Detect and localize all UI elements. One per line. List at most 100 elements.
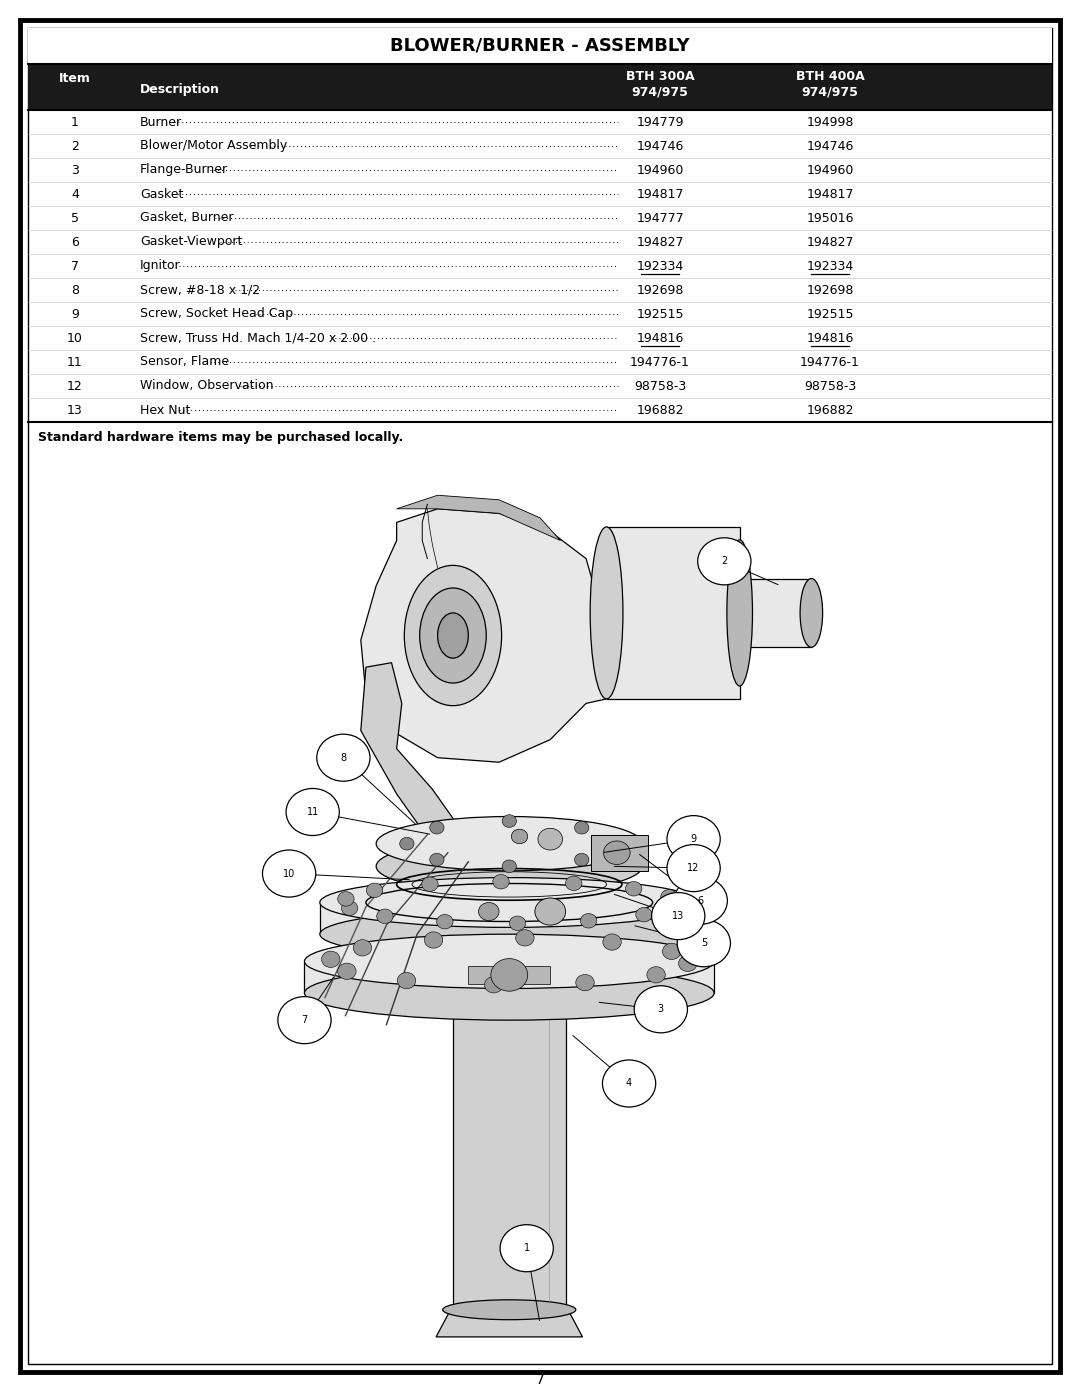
Text: 194817: 194817 [807,187,854,201]
Text: Gasket: Gasket [140,187,184,201]
Text: 6: 6 [698,895,704,905]
Circle shape [661,890,677,904]
Text: 192515: 192515 [636,307,684,320]
Circle shape [667,816,720,863]
Ellipse shape [305,965,714,1020]
Text: 5: 5 [71,211,79,225]
Text: 194777: 194777 [636,211,684,225]
Text: Standard hardware items may be purchased locally.: Standard hardware items may be purchased… [38,432,403,444]
Text: 8: 8 [340,753,347,763]
Ellipse shape [800,578,823,647]
Ellipse shape [376,816,643,870]
Text: 194998: 194998 [807,116,853,129]
Circle shape [322,951,340,967]
Ellipse shape [404,566,501,705]
Text: Screw, #8-18 x 1/2: Screw, #8-18 x 1/2 [140,284,260,296]
Text: Ignitor: Ignitor [140,260,180,272]
Text: Gasket, Burner: Gasket, Burner [140,211,233,225]
Circle shape [490,958,528,992]
Text: 194816: 194816 [636,331,684,345]
Text: 12: 12 [67,380,83,393]
Circle shape [538,828,563,849]
Text: 10: 10 [283,869,295,879]
Text: 194779: 194779 [636,116,684,129]
Circle shape [502,814,516,827]
Ellipse shape [453,993,566,1010]
Text: 13: 13 [67,404,83,416]
Text: 7: 7 [71,260,79,272]
Text: BTH 400A: BTH 400A [796,70,864,82]
Text: 192515: 192515 [807,307,854,320]
Circle shape [566,876,582,890]
Ellipse shape [376,840,643,894]
Text: 4: 4 [626,1078,632,1088]
Ellipse shape [305,935,714,989]
Text: 194960: 194960 [807,163,853,176]
Circle shape [636,908,652,922]
Ellipse shape [320,909,699,960]
Text: 194827: 194827 [807,236,854,249]
Circle shape [341,901,357,915]
Text: 195016: 195016 [807,211,854,225]
Circle shape [500,1225,553,1271]
Text: 6: 6 [71,236,79,249]
Text: 1: 1 [71,116,79,129]
Circle shape [422,877,438,891]
Text: Hex Nut: Hex Nut [140,404,190,416]
Text: 98758-3: 98758-3 [634,380,686,393]
Circle shape [603,1060,656,1106]
Circle shape [603,935,621,950]
Text: 192334: 192334 [807,260,853,272]
Circle shape [575,821,589,834]
Text: 8: 8 [71,284,79,296]
Ellipse shape [590,527,623,698]
Polygon shape [607,527,740,698]
Polygon shape [361,662,469,866]
Text: 11: 11 [307,807,319,817]
Text: 10: 10 [67,331,83,345]
Circle shape [377,909,393,923]
Text: Burner: Burner [140,116,183,129]
Text: 9: 9 [690,834,697,844]
Text: Window, Observation: Window, Observation [140,380,273,393]
Text: 974/975: 974/975 [632,85,688,99]
Text: BLOWER/BURNER - ASSEMBLY: BLOWER/BURNER - ASSEMBLY [390,36,690,54]
Circle shape [647,967,665,983]
Text: 3: 3 [71,163,79,176]
Circle shape [535,898,566,925]
Circle shape [424,932,443,949]
Circle shape [667,845,720,891]
Text: 194746: 194746 [636,140,684,152]
Bar [469,965,550,983]
Polygon shape [361,509,607,763]
Text: 2: 2 [71,140,79,152]
Circle shape [278,996,332,1044]
Circle shape [400,837,414,849]
Circle shape [430,854,444,866]
Text: 194776-1: 194776-1 [800,355,860,369]
Circle shape [338,963,356,979]
Polygon shape [396,496,561,541]
Polygon shape [453,1002,566,1310]
Circle shape [478,902,499,921]
Circle shape [485,977,503,993]
Text: 196882: 196882 [807,404,854,416]
Polygon shape [320,902,699,935]
Text: 194960: 194960 [636,163,684,176]
Circle shape [662,943,680,960]
Text: Screw, Truss Hd. Mach 1/4-20 x 2.00 .: Screw, Truss Hd. Mach 1/4-20 x 2.00 . [140,331,376,345]
Polygon shape [436,1305,582,1337]
Circle shape [677,919,730,967]
Circle shape [674,877,728,925]
Circle shape [605,837,619,849]
Circle shape [286,788,339,835]
Circle shape [502,861,516,873]
Text: 974/975: 974/975 [801,85,859,99]
Ellipse shape [443,1299,576,1320]
Circle shape [316,735,370,781]
Text: 192698: 192698 [807,284,853,296]
Circle shape [353,940,372,956]
Ellipse shape [420,588,486,683]
Text: 13: 13 [672,911,685,921]
Circle shape [492,875,509,888]
